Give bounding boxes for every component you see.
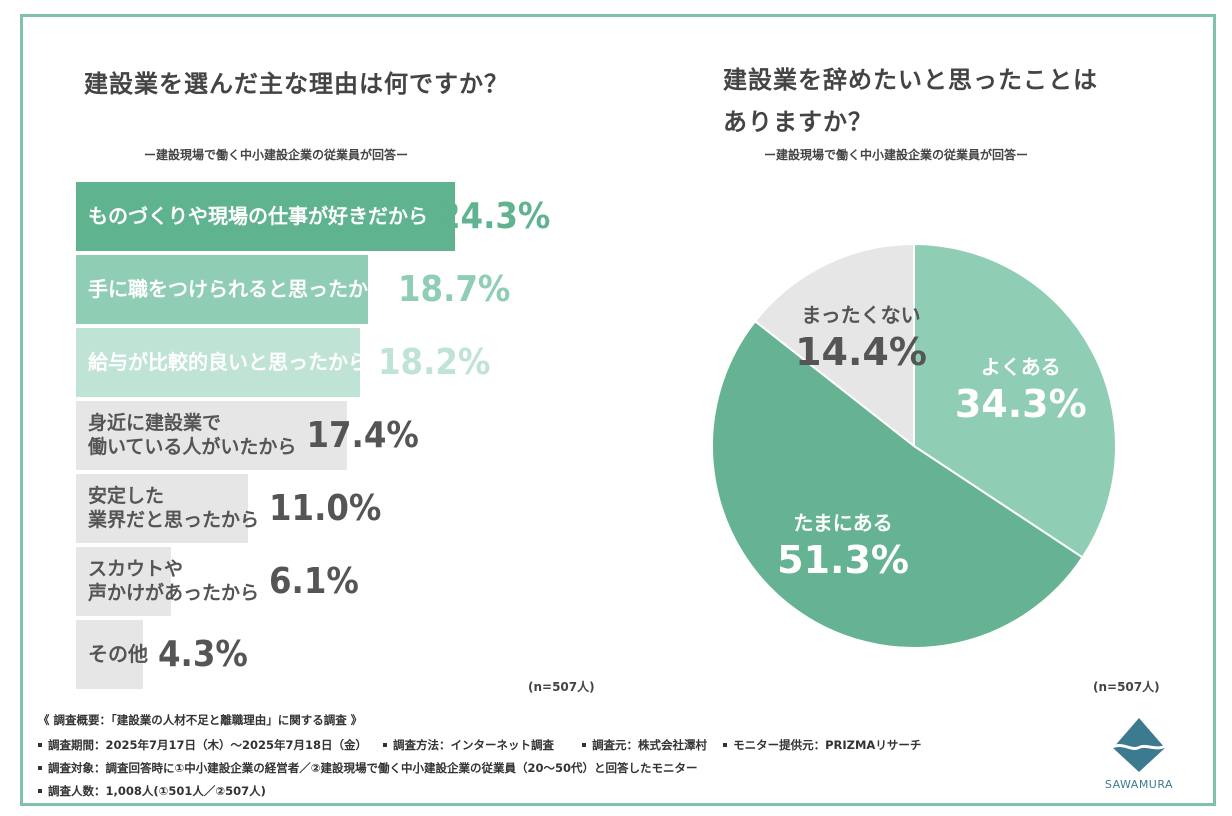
bar-value-label: 6.1%	[269, 561, 359, 602]
footer-target-row: 調査対象：調査回答時に①中小建設企業の経営者／②建設現場で働く中小建設企業の従業…	[38, 760, 697, 776]
left-chart-title: 建設業を選んだ主な理由は何ですか？	[84, 70, 509, 98]
bar-row: 手に職をつけられると思ったから 18.7%	[76, 255, 676, 324]
bar-row: 安定した 業界だと思ったから 11.0%	[76, 474, 676, 543]
footer-count: 調査人数：1,008人(①501人／②507人)	[48, 784, 266, 798]
bar-category-label: 身近に建設業で 働いている人がいたから	[88, 411, 297, 458]
logo-text: SAWAMURA	[1104, 778, 1174, 791]
pie-slice-label: よくある 34.3%	[955, 351, 1087, 426]
footer-method: 調査方法：インターネット調査	[393, 738, 555, 752]
footer-source: 調査元：株式会社澤村	[592, 738, 708, 752]
left-chart-subtitle: ー建設現場で働く中小建設企業の従業員が回答ー	[144, 148, 409, 162]
bar-value-label: 24.3%	[438, 196, 551, 237]
right-sample-size: (n=507人)	[1093, 680, 1160, 694]
sawamura-logo: SAWAMURA	[1098, 716, 1180, 791]
sawamura-logo-icon	[1111, 718, 1167, 772]
right-chart-title-line2: ありますか？	[723, 108, 873, 136]
bar-row: その他 4.3%	[76, 620, 676, 689]
footer-overview: 《 調査概要：「建設業の人材不足と離職理由」に関する調査 》	[38, 713, 363, 727]
bar-category-label: 安定した 業界だと思ったから	[88, 484, 260, 531]
footer-target: 調査対象：調査回答時に①中小建設企業の経営者／②建設現場で働く中小建設企業の従業…	[48, 761, 698, 775]
bar	[76, 182, 455, 251]
bar	[76, 620, 144, 689]
footer-monitor: モニター提供元：PRIZMAリサーチ	[733, 738, 922, 752]
footer-count-row: 調査人数：1,008人(①501人／②507人)	[38, 783, 266, 799]
bar-value-label: 17.4%	[306, 415, 419, 456]
bar	[76, 547, 172, 616]
pie-slice-value: 51.3%	[777, 537, 909, 582]
right-chart-subtitle: ー建設現場で働く中小建設企業の従業員が回答ー	[764, 148, 1029, 162]
footer-period: 調査期間：2025年7月17日（木）～2025年7月18日（金）	[48, 738, 368, 752]
left-sample-size: (n=507人)	[528, 680, 595, 694]
footer-period-row: 調査期間：2025年7月17日（木）～2025年7月18日（金） 調査方法：イン…	[38, 737, 921, 753]
bar	[76, 401, 348, 470]
pie-slice-name: よくある	[980, 355, 1061, 380]
bar-value-label: 18.7%	[398, 269, 511, 310]
pie-slice-label: たまにある 51.3%	[777, 507, 909, 582]
bar	[76, 328, 360, 397]
bar-value-label: 4.3%	[158, 634, 248, 675]
bar-category-label: 手に職をつけられると思ったから	[88, 277, 388, 301]
pie-slice-value: 34.3%	[954, 382, 1087, 427]
bar-value-label: 18.2%	[378, 342, 491, 383]
pie-slice-name: まったくない	[801, 303, 921, 328]
bar-row: スカウトや 声かけがあったから 6.1%	[76, 547, 676, 616]
bar-category-label: スカウトや 声かけがあったから	[88, 557, 260, 604]
bar-row: 給与が比較的良いと思ったから 18.2%	[76, 328, 676, 397]
bar-category-label: その他	[88, 642, 148, 666]
bar-row: ものづくりや現場の仕事が好きだから 24.3%	[76, 182, 676, 251]
bar	[76, 255, 368, 324]
bar-category-label: ものづくりや現場の仕事が好きだから	[88, 204, 428, 228]
bar-category-label: 給与が比較的良いと思ったから	[88, 350, 368, 374]
pie-slice-value: 14.4%	[795, 330, 927, 375]
bar-row: 身近に建設業で 働いている人がいたから 17.4%	[76, 401, 676, 470]
bar-value-label: 11.0%	[269, 488, 382, 529]
pie-slice-name: たまにある	[793, 510, 893, 535]
pie-slice-label: まったくない 14.4%	[795, 299, 927, 374]
right-chart-title-line1: 建設業を辞めたいと思ったことは	[723, 66, 1098, 94]
bar	[76, 474, 248, 543]
